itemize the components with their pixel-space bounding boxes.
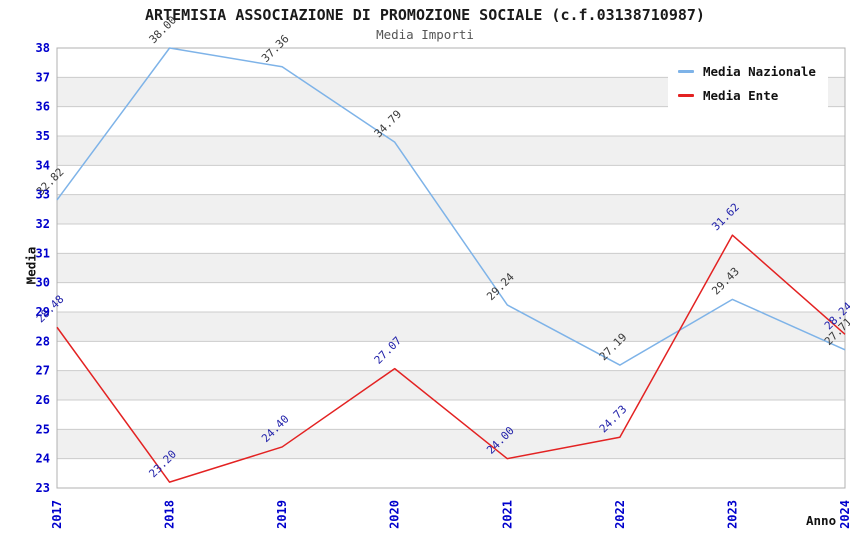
legend-label-nazionale: Media Nazionale xyxy=(703,64,816,79)
y-tick-label: 25 xyxy=(36,422,50,436)
y-axis-title: Media xyxy=(23,246,39,285)
legend: Media Nazionale Media Ente xyxy=(668,57,828,112)
plot-band xyxy=(57,136,845,166)
x-tick-label: 2024 xyxy=(838,500,850,529)
x-tick-label: 2022 xyxy=(613,500,627,529)
y-tick-label: 35 xyxy=(36,129,50,143)
plot-band xyxy=(57,194,845,224)
legend-swatch-ente-icon xyxy=(678,94,694,97)
y-tick-label: 36 xyxy=(36,100,50,114)
y-tick-label: 23 xyxy=(36,481,50,495)
y-tick-label: 38 xyxy=(36,41,50,55)
y-tick-label: 30 xyxy=(36,276,50,290)
data-point-label: 38.00 xyxy=(147,14,180,47)
y-tick-label: 31 xyxy=(36,246,50,260)
plot-border xyxy=(56,47,846,489)
x-tick-label: 2019 xyxy=(275,500,289,529)
y-tick-label: 34 xyxy=(36,158,50,172)
y-tick-label: 26 xyxy=(36,393,50,407)
legend-label-ente: Media Ente xyxy=(703,88,779,103)
x-tick-label: 2018 xyxy=(163,500,177,529)
y-tick-label: 32 xyxy=(36,217,50,231)
plot-band xyxy=(57,370,845,400)
legend-item-media-nazionale: Media Nazionale xyxy=(678,64,816,79)
x-tick-label: 2021 xyxy=(500,500,514,529)
y-tick-label: 29 xyxy=(36,305,50,319)
x-tick-label: 2023 xyxy=(725,500,739,529)
series-line-media-ente xyxy=(56,234,846,483)
y-tick-label: 37 xyxy=(36,70,50,84)
plot-band xyxy=(57,429,845,459)
y-tick-label: 24 xyxy=(36,452,50,466)
y-tick-label: 33 xyxy=(36,188,50,202)
legend-item-media-ente: Media Ente xyxy=(678,88,816,103)
y-tick-label: 28 xyxy=(36,334,50,348)
x-tick-label: 2017 xyxy=(50,500,64,529)
legend-swatch-nazionale-icon xyxy=(678,70,694,73)
x-tick-label: 2020 xyxy=(388,500,402,529)
y-tick-label: 27 xyxy=(36,364,50,378)
x-axis-title: Anno xyxy=(806,513,837,528)
chart-title: ARTEMISIA ASSOCIAZIONE DI PROMOZIONE SOC… xyxy=(145,6,705,24)
data-point-label: 37.36 xyxy=(259,32,292,65)
chart-subtitle: Media Importi xyxy=(376,27,474,42)
series-line-media-nazionale xyxy=(56,47,846,366)
plot-band xyxy=(57,312,845,342)
data-point-label: 34.79 xyxy=(372,108,405,141)
